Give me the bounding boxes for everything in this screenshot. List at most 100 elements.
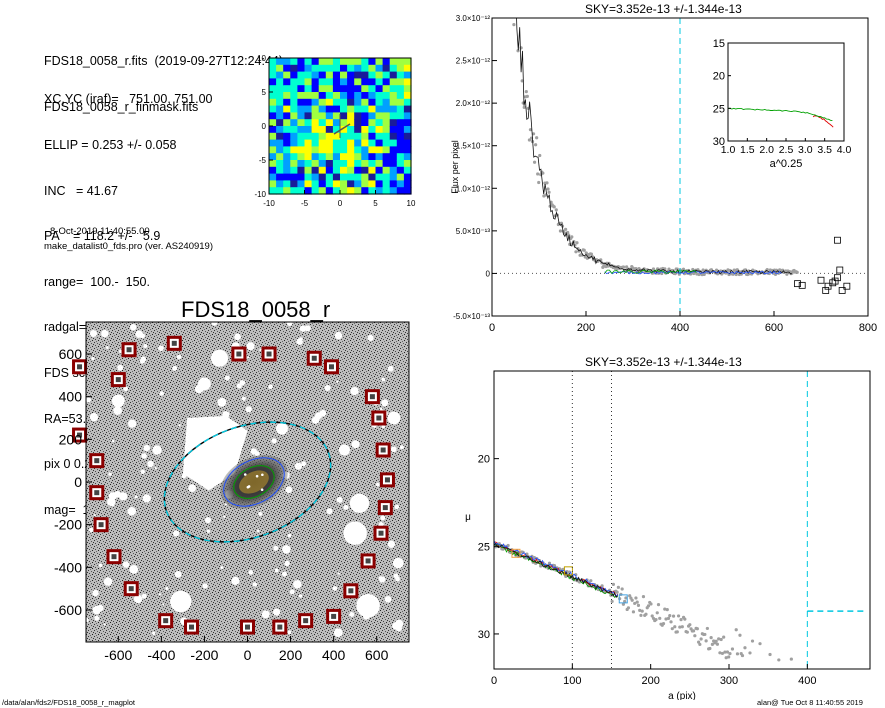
sky-point [645, 268, 649, 272]
contour-cell [361, 180, 369, 188]
contour-cell [297, 180, 306, 188]
masked-star [274, 568, 279, 573]
sky-xtick-label: 0 [489, 322, 495, 334]
sky-point [545, 181, 549, 185]
contour-cell [283, 85, 291, 93]
contour-cell [361, 119, 369, 127]
masked-star [88, 527, 94, 533]
contour-cell [368, 85, 377, 93]
sky-plot-area [492, 18, 868, 316]
contour-cell [354, 105, 362, 113]
profile-point [624, 596, 628, 600]
mask-filename: FDS18_0058_r_finmask.fits [44, 100, 199, 115]
image-xtick-label: 600 [365, 647, 389, 663]
contour-cell [396, 92, 405, 100]
profile-point [680, 625, 684, 629]
sky-box-center [365, 558, 371, 564]
sky-ytick-label: 2.0×10⁻¹² [456, 99, 491, 108]
sky-point [558, 229, 563, 233]
masked-region [275, 422, 288, 435]
sky-box-center [115, 377, 121, 383]
sky-ytick-label: 3.0×10⁻¹² [456, 14, 491, 23]
profile-point [650, 614, 654, 618]
masked-star [273, 545, 279, 551]
contour-cell [297, 166, 306, 175]
masked-star [165, 586, 169, 591]
contour-cell [318, 105, 327, 113]
contour-cell [375, 126, 384, 134]
sky-box-center [236, 351, 242, 357]
profile-ytick-label: 30 [478, 629, 490, 641]
contour-cell [354, 153, 362, 161]
contour-cell [340, 64, 348, 73]
contour-cell [382, 187, 391, 195]
contour-cell [332, 180, 341, 188]
sky-point [697, 272, 701, 277]
profile-point [678, 625, 682, 629]
contour-cell [403, 166, 412, 175]
contour-cell [382, 160, 391, 168]
masked-star [248, 570, 254, 575]
contour-cell [318, 126, 327, 134]
contour-cell [389, 146, 398, 154]
contour-xtick-label: 0 [338, 199, 343, 208]
contour-cell [389, 126, 398, 134]
image-ytick-label: 600 [59, 346, 83, 362]
profile-ylabel: μ [465, 512, 471, 523]
contour-cell [283, 126, 291, 134]
contour-cell [269, 64, 277, 73]
contour-cell [347, 85, 355, 93]
contour-cell [340, 85, 348, 93]
sky-box-center [266, 351, 272, 357]
contour-cell [276, 146, 284, 154]
contour-cell [368, 180, 377, 188]
image-ytick-label: 200 [59, 431, 83, 447]
contour-cell [347, 173, 355, 181]
sky-box-center [380, 447, 386, 453]
contour-cell [396, 153, 405, 161]
contour-cell [269, 105, 277, 113]
contour-cell [361, 92, 369, 100]
contour-cell [368, 132, 377, 141]
contour-cell [325, 187, 334, 195]
profile-point [564, 574, 568, 578]
contour-cell [332, 58, 341, 66]
contour-cell [403, 132, 412, 141]
contour-cell [347, 153, 355, 161]
profile-point [658, 616, 662, 620]
contour-chart: -10 -5 0 5 10 10 5 0 -5 -10 [254, 54, 416, 208]
contour-cell [396, 105, 405, 113]
contour-cell [269, 98, 277, 107]
masked-star [246, 342, 255, 351]
contour-cell [368, 173, 377, 181]
masked-star [392, 622, 400, 630]
contour-cell [375, 71, 384, 79]
sky-point [564, 227, 568, 231]
contour-cell [354, 85, 362, 93]
param-range: range= 100.- 150. [44, 274, 150, 289]
contour-cell [382, 119, 391, 127]
contour-cell [318, 160, 327, 168]
contour-center-marker [333, 123, 351, 135]
contour-cell [361, 98, 369, 107]
masked-region [356, 594, 380, 618]
contour-cell [276, 64, 284, 73]
contour-cell [325, 105, 334, 113]
contour-cell [347, 112, 355, 120]
masked-star [299, 325, 307, 332]
sky-point [534, 143, 538, 147]
contour-cell [269, 112, 277, 120]
profile-point [589, 579, 593, 583]
profile-point [615, 590, 619, 594]
contour-cell [290, 146, 298, 154]
contour-cell [361, 153, 369, 161]
contour-cell [403, 173, 412, 181]
contour-cell [389, 132, 398, 141]
masked-region [349, 493, 370, 513]
profile-frame [493, 370, 871, 670]
sky-point [570, 235, 574, 239]
contour-cell [368, 92, 377, 100]
contour-cell [325, 98, 334, 107]
contour-cell [332, 119, 341, 127]
image-ytick-label: -400 [54, 559, 82, 575]
